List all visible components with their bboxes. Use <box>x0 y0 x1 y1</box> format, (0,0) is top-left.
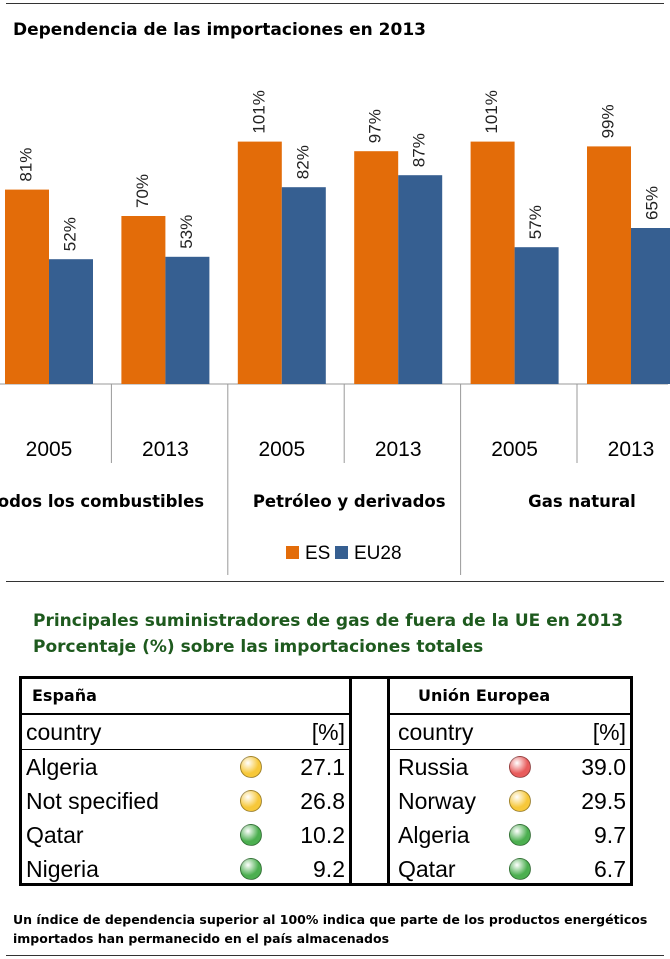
country-name: Norway <box>398 788 476 814</box>
table-row: Qatar 10.2 <box>22 818 349 852</box>
column-percent: [%] <box>592 719 626 745</box>
data-label: 82% <box>293 145 312 179</box>
status-dot-icon <box>509 858 531 880</box>
data-label: 65% <box>642 186 661 220</box>
middle-rule <box>6 581 664 582</box>
country-name: Algeria <box>26 754 98 780</box>
bar-eu28 <box>281 187 326 384</box>
percent-value: 9.2 <box>313 856 345 882</box>
table-union-europea: Unión Europea country [%] Russia 39.0 No… <box>387 676 633 886</box>
legend-swatch-eu28 <box>335 546 348 559</box>
bar-es <box>5 189 49 384</box>
bar-eu28 <box>49 259 93 384</box>
status-dot-icon <box>240 824 262 846</box>
x-tick-label: 2013 <box>375 438 422 461</box>
percent-value: 27.1 <box>300 754 345 780</box>
x-tick-label: 2005 <box>258 438 305 461</box>
chart-title: Dependencia de las importaciones en 2013 <box>13 20 426 40</box>
table-row: Russia 39.0 <box>390 750 630 784</box>
data-label: 87% <box>410 133 429 167</box>
data-label: 101% <box>482 90 501 133</box>
data-label: 99% <box>598 104 617 138</box>
bar-eu28 <box>514 247 559 384</box>
percent-value: 6.7 <box>594 856 626 882</box>
table-eu-title: Unión Europea <box>390 679 630 715</box>
table-header-row: country [%] <box>22 715 349 750</box>
data-label: 70% <box>133 174 152 208</box>
status-dot-icon <box>509 790 531 812</box>
table-espana: España country [%] Algeria 27.1 Not spec… <box>19 676 352 886</box>
footnote: Un índice de dependencia superior al 100… <box>13 912 648 946</box>
table-row: Not specified 26.8 <box>22 784 349 818</box>
legend-label-es: ES <box>305 543 330 564</box>
bar-es <box>237 141 282 384</box>
country-name: Nigeria <box>26 856 99 882</box>
status-dot-icon <box>240 790 262 812</box>
country-name: Qatar <box>26 822 84 848</box>
bar-chart: 81% 70% 101% 97% 101% 99% 52% 53% 82% 87% 57% 65% 20… <box>0 90 670 575</box>
column-percent: [%] <box>311 719 345 745</box>
bar-es <box>587 146 631 384</box>
data-label: 53% <box>177 215 196 249</box>
group-label: Todos los combustibles <box>0 492 204 511</box>
table-row: Algeria 27.1 <box>22 750 349 784</box>
bar-es <box>121 216 166 384</box>
x-tick-label: 2005 <box>26 438 73 461</box>
bar-es <box>354 151 399 384</box>
data-label: 52% <box>60 217 79 251</box>
data-label: 101% <box>249 90 268 133</box>
status-dot-icon <box>509 824 531 846</box>
bar-es <box>470 141 515 384</box>
table-row: Nigeria 9.2 <box>22 852 349 886</box>
status-dot-icon <box>509 756 531 778</box>
table-header-row: country [%] <box>390 715 630 750</box>
table-row: Qatar 6.7 <box>390 852 630 886</box>
percent-value: 9.7 <box>594 822 626 848</box>
section2-title-line2: Porcentaje (%) sobre las importaciones t… <box>33 637 484 657</box>
data-label: 57% <box>526 205 545 239</box>
data-label: 81% <box>16 148 35 182</box>
data-label: 97% <box>366 109 385 143</box>
group-label: Gas natural <box>528 492 636 511</box>
country-name: Algeria <box>398 822 470 848</box>
legend-swatch-es <box>286 546 299 559</box>
percent-value: 26.8 <box>300 788 345 814</box>
column-country: country <box>398 719 474 745</box>
bar-eu28 <box>631 228 670 384</box>
country-name: Not specified <box>26 788 159 814</box>
percent-value: 10.2 <box>300 822 345 848</box>
x-tick-label: 2013 <box>608 438 655 461</box>
top-rule <box>6 3 664 4</box>
status-dot-icon <box>240 756 262 778</box>
group-label: Petróleo y derivados <box>253 492 446 511</box>
legend-label-eu28: EU28 <box>354 543 402 564</box>
table-espana-title: España <box>22 679 349 715</box>
column-country: country <box>26 719 102 745</box>
section2-title-line1: Principales suministradores de gas de fu… <box>33 611 624 631</box>
bottom-rule <box>6 955 664 956</box>
percent-value: 39.0 <box>581 754 626 780</box>
bar-eu28 <box>165 256 210 384</box>
bar-eu28 <box>398 175 443 384</box>
percent-value: 29.5 <box>581 788 626 814</box>
country-name: Russia <box>398 754 469 780</box>
table-row: Norway 29.5 <box>390 784 630 818</box>
table-row: Algeria 9.7 <box>390 818 630 852</box>
x-tick-label: 2013 <box>142 438 189 461</box>
table-gap-border <box>349 676 389 886</box>
x-tick-label: 2005 <box>491 438 538 461</box>
status-dot-icon <box>240 858 262 880</box>
country-name: Qatar <box>398 856 456 882</box>
